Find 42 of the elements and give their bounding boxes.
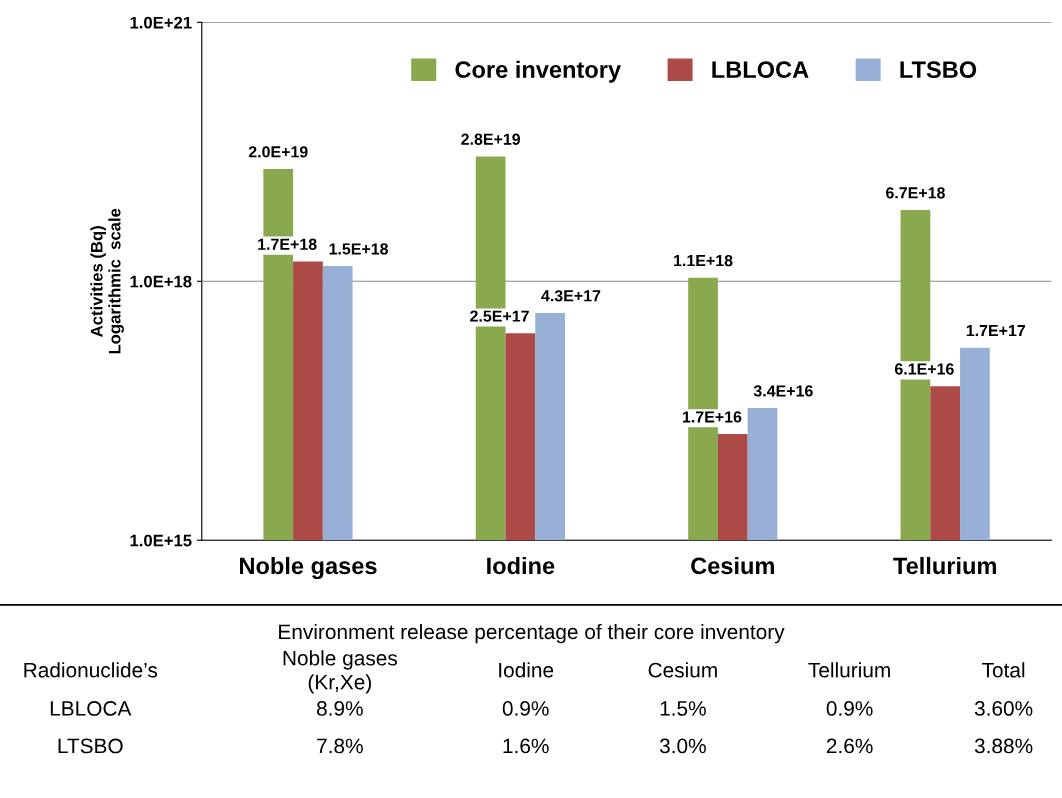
text: Cesium [648,662,717,678]
y-tick-label: 1.0E+18 [130,275,192,288]
data-label: 6.7E+18 [886,187,945,199]
text: LBLOCA [50,701,132,716]
y-tick-label: 1.0E+15 [130,534,192,547]
y-axis-title: Activities (Bq) Logarithmic scale [90,208,124,354]
x-tick-label: Cesium [691,556,774,575]
data-label: 2.8E+19 [461,133,521,145]
data-label: 1.7E+18 [258,238,317,250]
legend-label: LBLOCA [712,61,809,79]
data-label: 3.4E+16 [753,385,813,397]
data-label: 1.1E+18 [674,254,733,267]
text: 1.6% [503,738,549,754]
text: Environment release percentage of their core inventory [279,623,785,644]
text: Iodine [499,662,554,678]
data-label: 2.0E+19 [248,146,308,158]
text: 2.6% [826,738,873,754]
data-label: 1.7E+17 [966,325,1026,337]
text: 1.5% [660,701,706,716]
y-tick-label: 1.0E+21 [130,16,192,29]
text: Noble gases (Kr,Xe) [283,650,397,694]
legend-label: LTSBO [900,61,977,79]
legend-label: Core inventory [455,60,621,83]
text: LTSBO [58,738,123,754]
text: 7.8% [317,738,363,754]
text: 3.0% [659,738,706,754]
x-tick-label: Tellurium [893,556,996,575]
text: 8.9% [317,701,363,716]
text: Tellurium [808,662,890,678]
data-label: 1.7E+16 [682,411,742,423]
text: 3.60% [974,701,1033,716]
data-label: 6.1E+16 [894,363,954,375]
text: 0.9% [826,701,873,716]
data-label: 4.3E+17 [541,290,601,302]
text: 0.9% [502,701,549,716]
text: Radionuclide’s [24,662,158,678]
data-label: 1.5E+18 [329,243,389,255]
text: 3.88% [974,738,1033,754]
x-tick-label: Noble gases [240,556,377,580]
data-label: 2.5E+17 [470,310,529,322]
x-tick-label: Iodine [487,556,555,575]
text: Total [982,662,1025,678]
